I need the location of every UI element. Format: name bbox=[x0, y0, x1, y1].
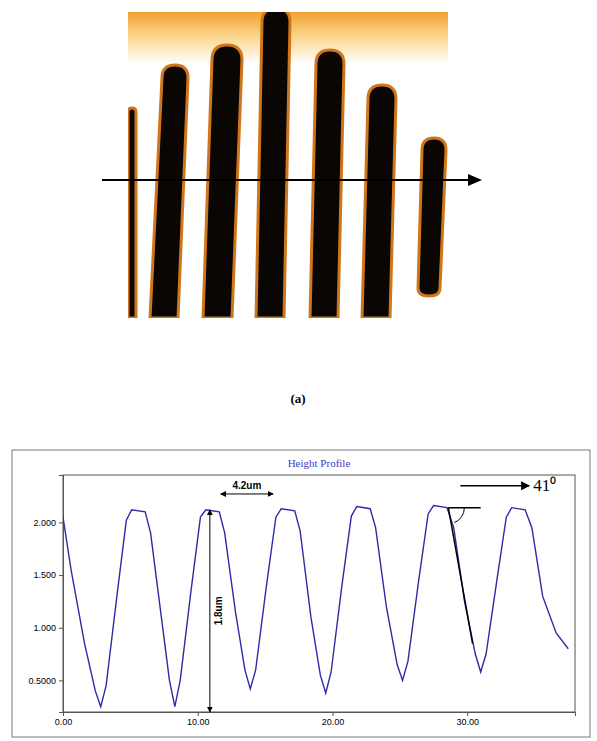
angle-label: 41⁰ bbox=[533, 476, 556, 495]
afm-image bbox=[128, 12, 448, 318]
scan-arrowhead bbox=[468, 174, 482, 186]
y-tick-label: 1.500 bbox=[33, 570, 56, 580]
y-tick: 2.000 bbox=[33, 518, 63, 528]
x-axis: 0.00 10.00 20.00 30.00 bbox=[55, 712, 576, 727]
stripe bbox=[362, 85, 396, 318]
y-tick-mark bbox=[59, 522, 63, 523]
y-tick: 1.000 bbox=[33, 623, 63, 633]
angle-pointer bbox=[460, 485, 529, 487]
stripe bbox=[150, 65, 188, 318]
profile-line bbox=[63, 506, 568, 707]
annotations: 4.2um 1.8um 41⁰ bbox=[210, 476, 556, 712]
x-tick-mark bbox=[467, 712, 468, 716]
x-tick: 30.00 bbox=[456, 712, 479, 727]
x-tick-label: 20.00 bbox=[322, 717, 345, 727]
plot-marks bbox=[63, 506, 568, 707]
stripe bbox=[203, 45, 242, 318]
y-tick-label: 2.000 bbox=[33, 518, 56, 528]
angle-arc bbox=[454, 508, 464, 523]
chart-title: Height Profile bbox=[288, 457, 351, 469]
y-tick-mark bbox=[59, 628, 63, 629]
height-label: 1.8um bbox=[213, 596, 224, 625]
stripe bbox=[418, 138, 446, 296]
y-tick: 0.5000 bbox=[28, 676, 63, 686]
y-tick: 1.500 bbox=[33, 570, 63, 580]
x-tick-label: 30.00 bbox=[456, 717, 479, 727]
stripe bbox=[256, 12, 290, 318]
figure: (a) Height Profile 0.00 10.00 20.00 30.00 0.50… bbox=[0, 0, 597, 741]
x-tick-label: 10.00 bbox=[187, 717, 210, 727]
y-tick-label: 1.000 bbox=[33, 623, 56, 633]
x-tick-mark bbox=[332, 712, 333, 716]
stripe bbox=[128, 108, 136, 318]
width-label: 4.2um bbox=[232, 480, 261, 491]
plot-frame bbox=[63, 475, 575, 712]
y-tick-mark bbox=[59, 680, 63, 681]
y-axis: 0.5000 1.000 1.500 2.000 bbox=[28, 476, 63, 713]
y-tick-label: 0.5000 bbox=[28, 676, 56, 686]
x-tick: 0.00 bbox=[55, 712, 73, 727]
panel-label: (a) bbox=[290, 391, 305, 406]
x-axis-line bbox=[64, 713, 576, 717]
y-tick-mark bbox=[59, 575, 63, 576]
y-axis-line bbox=[59, 476, 64, 713]
x-tick: 20.00 bbox=[322, 712, 345, 727]
x-tick-mark bbox=[198, 712, 199, 716]
chart-frame bbox=[12, 450, 590, 737]
height-arrow bbox=[209, 510, 210, 712]
x-tick: 10.00 bbox=[187, 712, 210, 727]
scan-line bbox=[102, 179, 470, 181]
x-tick-label: 0.00 bbox=[55, 717, 73, 727]
stripe bbox=[310, 50, 344, 318]
width-arrow bbox=[221, 493, 274, 494]
angle-slope-line bbox=[448, 508, 472, 644]
